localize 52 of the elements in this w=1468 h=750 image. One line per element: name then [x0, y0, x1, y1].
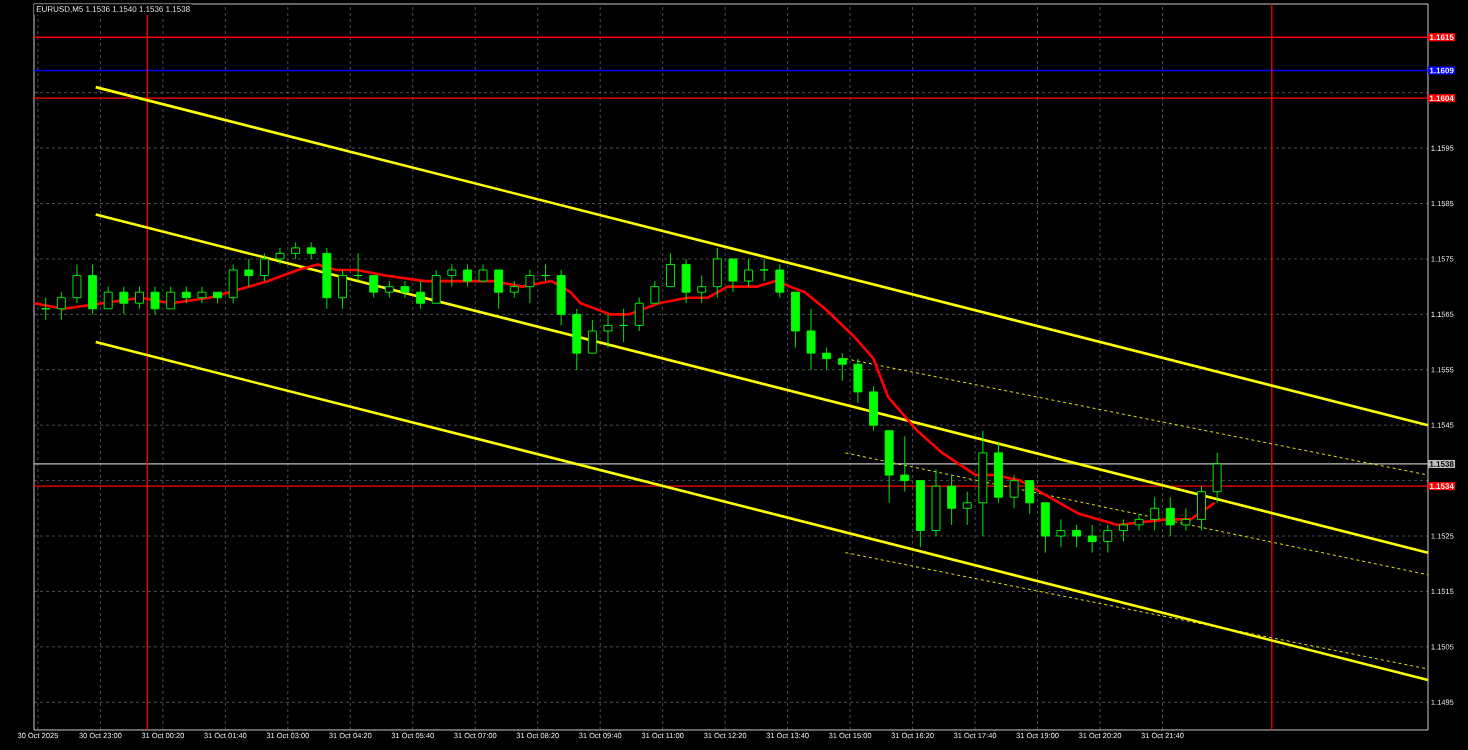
- candlestick: [1072, 524, 1082, 548]
- candlestick: [369, 275, 379, 299]
- candlestick: [837, 352, 847, 382]
- candlestick: [1165, 496, 1175, 537]
- candlestick: [197, 286, 207, 304]
- candlestick: [119, 286, 129, 315]
- candlestick: [962, 491, 972, 526]
- candlestick: [1134, 513, 1144, 531]
- candlestick: [447, 264, 457, 288]
- candlestick: [1087, 524, 1097, 554]
- candlestick: [134, 286, 144, 310]
- candlestick: [72, 264, 82, 304]
- candlestick: [1103, 524, 1113, 554]
- candlestick: [603, 313, 613, 349]
- candlestick: [728, 258, 738, 293]
- candlestick: [150, 286, 160, 315]
- candlestick: [259, 252, 269, 282]
- candlestick: [759, 258, 769, 282]
- candlestick: [587, 319, 597, 354]
- ref-line-label: 1.1609: [1429, 67, 1454, 74]
- candlestick: [56, 291, 66, 321]
- candlestick: [1118, 518, 1128, 543]
- candlestick: [650, 280, 660, 304]
- candlestick: [900, 435, 910, 493]
- candlestick: [400, 280, 410, 299]
- ref-line-label: 1.1604: [1429, 95, 1454, 102]
- candlestick: [947, 474, 957, 526]
- candlestick: [1025, 480, 1035, 515]
- candlestick: [775, 264, 785, 299]
- candlestick: [1056, 518, 1066, 548]
- ref-line-label: 1.1534: [1429, 483, 1454, 489]
- candlestick: [244, 258, 254, 288]
- candlestick: [666, 252, 675, 288]
- candlestick: [822, 347, 832, 371]
- candlestick: [338, 269, 347, 310]
- candlestick: [494, 269, 504, 310]
- candlestick: [275, 247, 285, 265]
- candlestick: [525, 269, 535, 304]
- candlestick: [416, 280, 426, 310]
- candlestick: [1009, 474, 1019, 509]
- candlestick: [166, 286, 176, 310]
- candlestick: [634, 297, 644, 332]
- candlestick: [697, 275, 707, 304]
- ref-line-label: 1.1615: [1429, 34, 1454, 41]
- ref-line-label: 1.1538: [1429, 461, 1454, 467]
- chart-title: EURUSD,M5 1.1536 1.1540 1.1536 1.1538: [36, 6, 190, 13]
- candlestick: [1150, 496, 1160, 531]
- candlestick: [1181, 507, 1191, 531]
- candlestick: [806, 308, 816, 371]
- candlestick: [744, 258, 754, 288]
- candlestick: [103, 286, 113, 310]
- candlestick: [462, 264, 472, 288]
